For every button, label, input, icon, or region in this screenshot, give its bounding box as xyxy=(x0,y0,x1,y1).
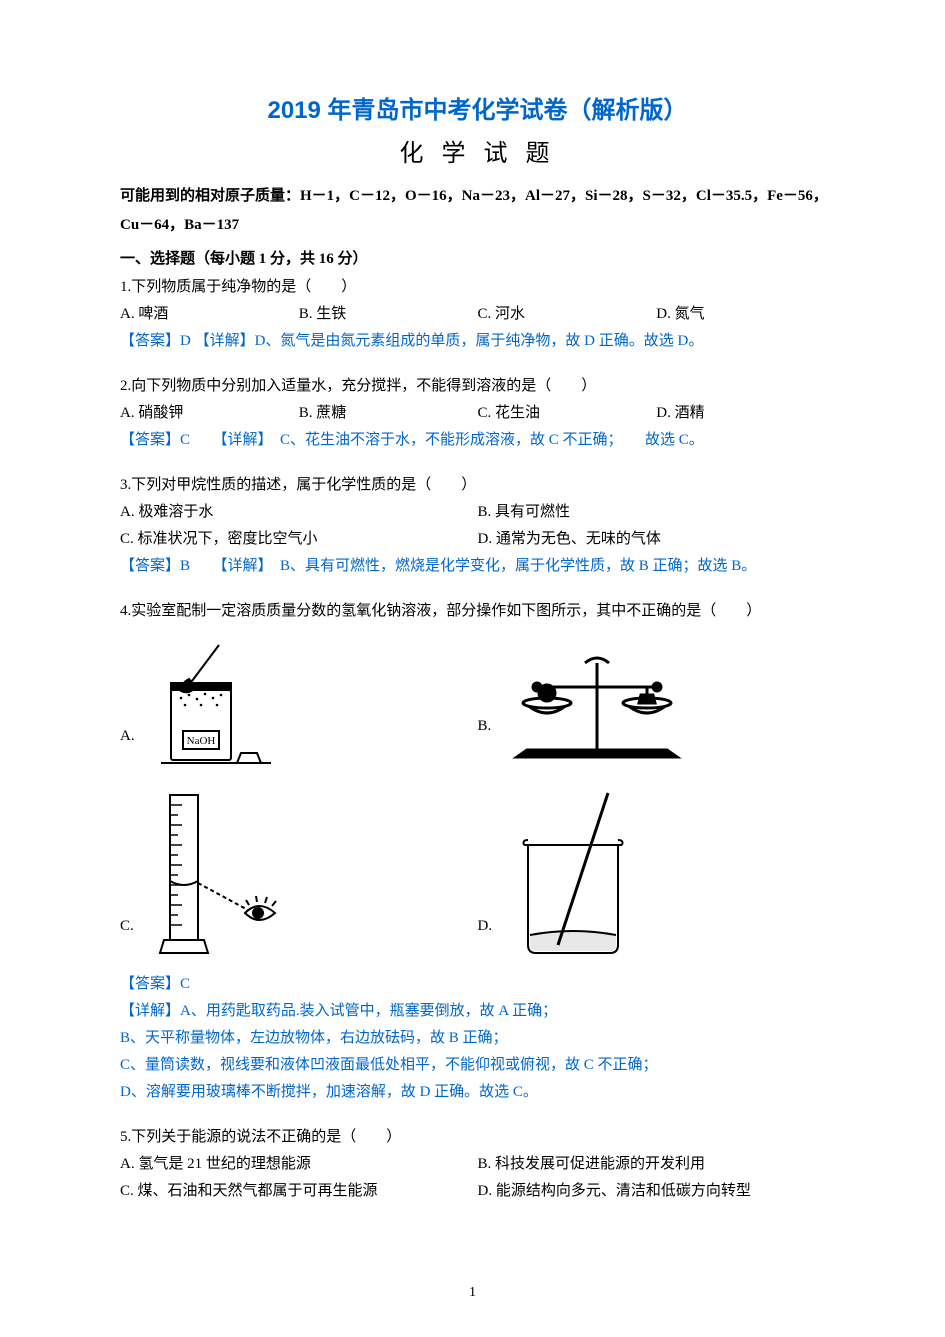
q5-options: A. 氢气是 21 世纪的理想能源 B. 科技发展可促进能源的开发利用 C. 煤… xyxy=(120,1151,835,1205)
q3-opt-c: C. 标准状况下，密度比空气小 xyxy=(120,526,478,553)
q1-answer: 【答案】D 【详解】D、氮气是由氮元素组成的单质，属于纯净物，故 D 正确。故选… xyxy=(120,328,835,355)
q4-ans-line-1: B、天平称量物体，左边放物体，右边放砝码，故 B 正确； xyxy=(120,1025,835,1052)
bottle-scoop-icon: NaOH xyxy=(141,635,291,775)
beaker-rod-icon xyxy=(498,785,658,965)
q2-opt-d: D. 酒精 xyxy=(656,400,835,427)
q3-answer: 【答案】B 【详解】 B、具有可燃性，燃烧是化学变化，属于化学性质，故 B 正确… xyxy=(120,553,835,580)
q4-ans-line-0: 【详解】A、用药匙取药品.装入试管中，瓶塞要倒放，故 A 正确； xyxy=(120,998,835,1025)
q1-options: A. 啤酒 B. 生铁 C. 河水 D. 氮气 xyxy=(120,301,835,328)
exam-page: 2019 年青岛市中考化学试卷（解析版） 化 学 试 题 可能用到的相对原子质量… xyxy=(0,0,945,1337)
page-number: 1 xyxy=(0,1285,945,1301)
q2-answer: 【答案】C 【详解】 C、花生油不溶于水，不能形成溶液，故 C 不正确； 故选 … xyxy=(120,427,835,454)
q3-stem: 3.下列对甲烷性质的描述，属于化学性质的是（ ） xyxy=(120,472,835,499)
q1-stem: 1.下列物质属于纯净物的是（ ） xyxy=(120,274,835,301)
q4-fig-row-2: C. xyxy=(120,785,835,965)
q5-opt-c: C. 煤、石油和天然气都属于可再生能源 xyxy=(120,1178,478,1205)
q4-label-b: B. xyxy=(478,718,492,735)
main-title: 2019 年青岛市中考化学试卷（解析版） xyxy=(120,90,835,125)
q2-options: A. 硝酸钾 B. 蔗糖 C. 花生油 D. 酒精 xyxy=(120,400,835,427)
q1-opt-a: A. 啤酒 xyxy=(120,301,299,328)
q4-fig-row-1: A. NaOH xyxy=(120,635,835,775)
atomic-masses: 可能用到的相对原子质量：H－1，C－12，O－16，Na－23，Al－27，Si… xyxy=(120,182,835,239)
section-1-heading: 一、选择题（每小题 1 分，共 16 分） xyxy=(120,247,835,268)
q2-opt-a: A. 硝酸钾 xyxy=(120,400,299,427)
sub-title: 化 学 试 题 xyxy=(120,133,835,168)
q2-opt-b: B. 蔗糖 xyxy=(299,400,478,427)
q1-opt-d: D. 氮气 xyxy=(656,301,835,328)
q4-stem: 4.实验室配制一定溶质质量分数的氢氧化钠溶液，部分操作如下图所示，其中不正确的是… xyxy=(120,598,835,625)
q4-label-d: D. xyxy=(478,918,493,935)
q3-options: A. 极难溶于水 B. 具有可燃性 C. 标准状况下，密度比空气小 D. 通常为… xyxy=(120,499,835,553)
q5-opt-d: D. 能源结构向多元、清洁和低碳方向转型 xyxy=(478,1178,836,1205)
q1-opt-c: C. 河水 xyxy=(478,301,657,328)
balance-scale-icon xyxy=(497,645,697,765)
q5-opt-b: B. 科技发展可促进能源的开发利用 xyxy=(478,1151,836,1178)
q4-label-c: C. xyxy=(120,918,134,935)
q3-opt-a: A. 极难溶于水 xyxy=(120,499,478,526)
q4-answer-title: 【答案】C xyxy=(120,971,835,998)
q3-opt-d: D. 通常为无色、无味的气体 xyxy=(478,526,836,553)
q5-opt-a: A. 氢气是 21 世纪的理想能源 xyxy=(120,1151,478,1178)
q4-answer-body: 【详解】A、用药匙取药品.装入试管中，瓶塞要倒放，故 A 正确； B、天平称量物… xyxy=(120,998,835,1106)
q3-opt-b: B. 具有可燃性 xyxy=(478,499,836,526)
q5-stem: 5.下列关于能源的说法不正确的是（ ） xyxy=(120,1124,835,1151)
cylinder-eye-icon xyxy=(140,785,300,965)
q2-opt-c: C. 花生油 xyxy=(478,400,657,427)
q4-ans-line-3: D、溶解要用玻璃棒不断搅拌，加速溶解，故 D 正确。故选 C。 xyxy=(120,1079,835,1106)
q2-stem: 2.向下列物质中分别加入适量水，充分搅拌，不能得到溶液的是（ ） xyxy=(120,373,835,400)
q4-label-a: A. xyxy=(120,728,135,745)
q1-opt-b: B. 生铁 xyxy=(299,301,478,328)
naoh-label: NaOH xyxy=(186,735,215,747)
q4-ans-line-2: C、量筒读数，视线要和液体凹液面最低处相平，不能仰视或俯视，故 C 不正确； xyxy=(120,1052,835,1079)
